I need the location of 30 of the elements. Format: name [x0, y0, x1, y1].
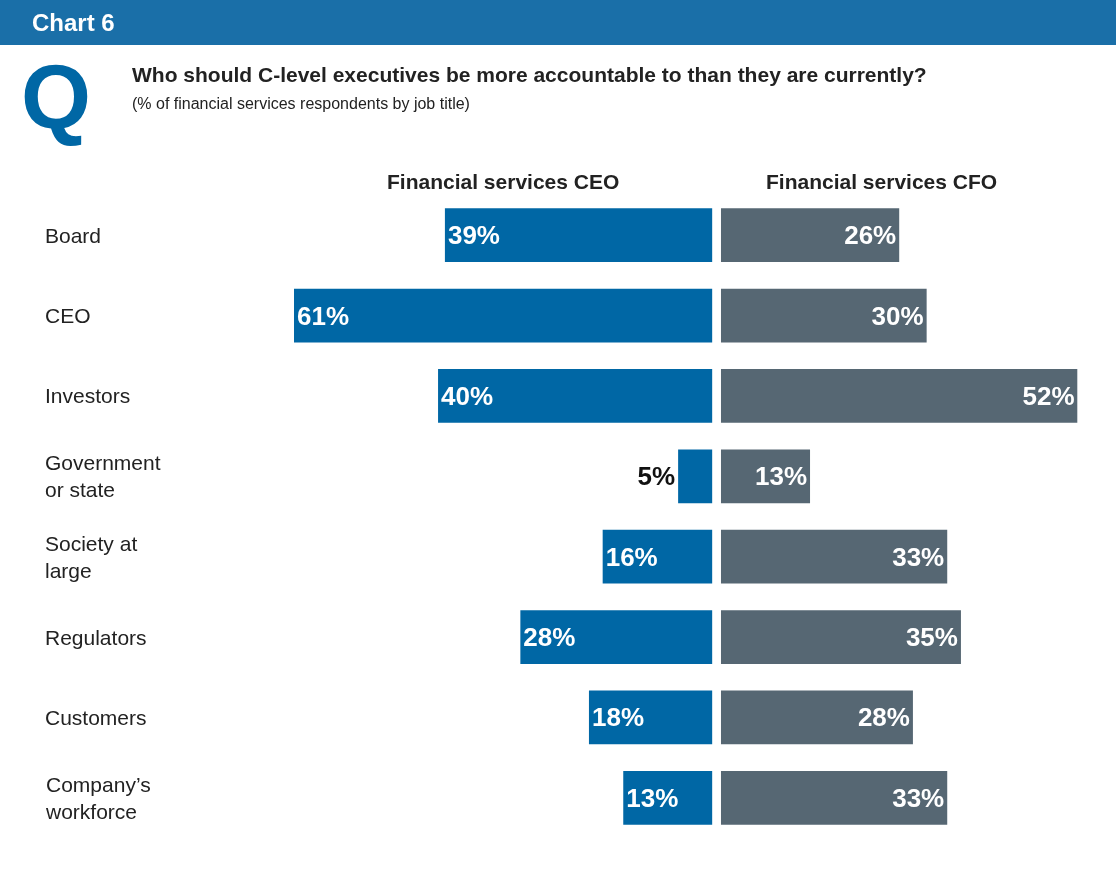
y-tick-label: CEO: [45, 304, 91, 327]
data-label: 39%: [447, 220, 500, 251]
data-label: 40%: [441, 380, 494, 411]
data-label: 26%: [844, 220, 897, 251]
y-tick-label: Investors: [45, 384, 131, 407]
data-label: 28%: [857, 702, 910, 733]
data-label: 52%: [1022, 380, 1075, 411]
chart-title: Who should C-level executives be more accountable to than they are currently?: [132, 63, 927, 86]
y-tick-label: Society at large: [45, 532, 138, 583]
data-label: 18%: [591, 702, 644, 733]
y-tick-label: Regulators: [45, 626, 147, 649]
caption: Chart 6: [32, 9, 115, 36]
data-label: 13%: [754, 461, 808, 492]
y-tick-label: Board: [45, 224, 102, 247]
data-label: 61%: [297, 300, 350, 331]
y-tick-label: Government or state: [45, 451, 161, 502]
data-label: 5%: [637, 461, 676, 492]
chart-subtitle: (% of financial services respondents by job title): [132, 95, 470, 112]
data-label: 16%: [605, 541, 658, 572]
data-label: 35%: [905, 622, 958, 653]
y-tick-label: Customers: [45, 706, 147, 729]
data-label: 28%: [523, 622, 576, 653]
data-label: 13%: [626, 782, 679, 813]
y-tick-label: Company’s workforce: [45, 773, 151, 824]
data-label: 30%: [871, 300, 924, 331]
series-label: Financial services CFO: [766, 170, 998, 193]
text: Q: [21, 47, 92, 147]
series-label: Financial services CEO: [387, 170, 620, 193]
data-label: 33%: [892, 541, 945, 572]
data-label: 33%: [892, 782, 945, 813]
